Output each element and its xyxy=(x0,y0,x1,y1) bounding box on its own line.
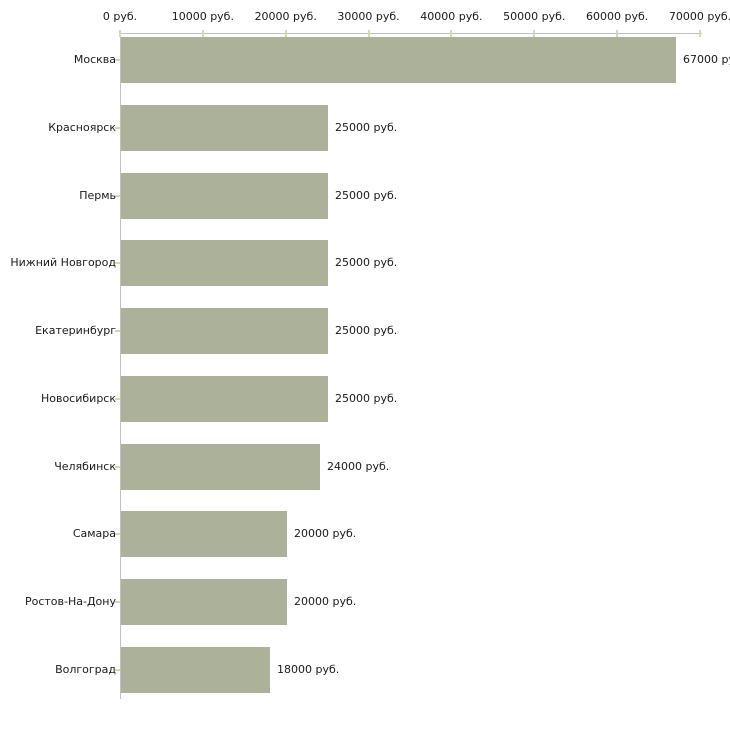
x-axis-tick-label: 30000 руб. xyxy=(337,10,400,23)
y-axis-line xyxy=(120,33,121,699)
x-axis-line xyxy=(120,33,702,34)
value-label: 24000 руб. xyxy=(327,459,390,473)
bar xyxy=(121,511,287,558)
value-label: 67000 руб. xyxy=(683,53,730,66)
category-label: Ростов-На-Дону xyxy=(24,595,116,609)
bar xyxy=(121,240,328,287)
category-tick xyxy=(115,533,120,536)
category-label: Новосибирск xyxy=(40,391,116,405)
category-tick xyxy=(115,262,120,265)
x-axis-tick xyxy=(616,30,619,37)
bar xyxy=(121,647,270,694)
x-axis-tick xyxy=(201,30,204,37)
value-label: 18000 руб. xyxy=(277,663,340,677)
value-label: 25000 руб. xyxy=(335,120,398,134)
category-tick xyxy=(115,59,120,61)
x-axis-tick-label: 40000 руб. xyxy=(420,10,483,23)
bar xyxy=(121,104,328,151)
category-label: Екатеринбург xyxy=(35,324,116,338)
x-axis-tick-label: 20000 руб. xyxy=(254,10,317,23)
bar xyxy=(121,172,328,219)
category-tick xyxy=(115,330,120,333)
category-tick xyxy=(115,669,120,672)
category-label: Красноярск xyxy=(48,120,116,134)
x-axis-tick xyxy=(533,30,536,37)
value-label: 25000 руб. xyxy=(335,188,398,202)
x-axis-tick-label: 50000 руб. xyxy=(503,10,566,23)
x-axis-tick xyxy=(284,30,287,37)
category-label: Пермь xyxy=(79,188,116,202)
x-axis-tick xyxy=(450,30,453,37)
value-label: 20000 руб. xyxy=(294,527,357,541)
x-axis-tick xyxy=(119,30,121,37)
x-axis-tick-label: 0 руб. xyxy=(102,10,138,23)
x-axis-tick-label: 10000 руб. xyxy=(171,10,234,23)
value-label: 25000 руб. xyxy=(335,324,398,338)
category-tick xyxy=(115,601,120,604)
category-tick xyxy=(115,465,120,468)
category-label: Москва xyxy=(73,53,116,66)
bar xyxy=(121,308,328,355)
x-axis-tick-label: 70000 руб. xyxy=(668,10,730,23)
bar xyxy=(121,375,328,422)
value-label: 25000 руб. xyxy=(335,256,398,270)
category-tick xyxy=(115,126,120,129)
bar xyxy=(121,579,287,626)
category-tick xyxy=(115,194,120,197)
category-label: Челябинск xyxy=(54,459,116,473)
bar xyxy=(121,443,320,490)
x-axis-tick xyxy=(367,30,370,37)
x-axis-tick xyxy=(699,30,701,37)
category-label: Самара xyxy=(72,527,116,541)
value-label: 25000 руб. xyxy=(335,391,398,405)
category-label: Волгоград xyxy=(55,663,116,677)
category-tick xyxy=(115,397,120,400)
value-label: 20000 руб. xyxy=(294,595,357,609)
category-label: Нижний Новгород xyxy=(10,256,116,270)
x-axis-tick-label: 60000 руб. xyxy=(586,10,649,23)
bar xyxy=(121,37,676,83)
